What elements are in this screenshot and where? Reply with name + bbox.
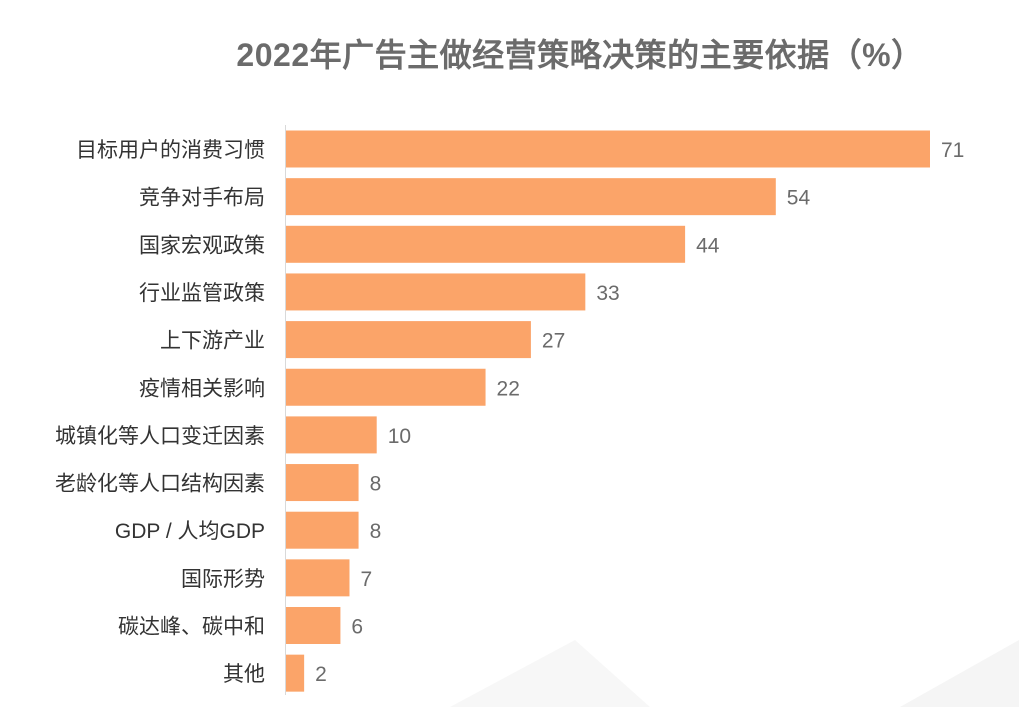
data-label: 71 <box>941 139 964 162</box>
bar <box>286 321 531 359</box>
data-label: 22 <box>497 377 520 400</box>
category-label: 国家宏观政策 <box>139 234 265 257</box>
bar <box>286 654 305 692</box>
bar <box>286 416 377 454</box>
data-label: 2 <box>315 663 327 686</box>
chart-title: 2022年广告主做经营策略决策的主要依据（%） <box>236 37 924 73</box>
category-label: 上下游产业 <box>160 330 265 353</box>
category-label: 国际形势 <box>181 568 265 591</box>
category-label: 疫情相关影响 <box>139 377 265 400</box>
data-label: 8 <box>370 520 382 543</box>
category-label: 老龄化等人口结构因素 <box>55 473 265 496</box>
category-label: 其他 <box>223 663 265 686</box>
category-label: 行业监管政策 <box>139 282 265 305</box>
data-label: 8 <box>370 473 382 496</box>
bar <box>286 225 686 263</box>
category-label: 竞争对手布局 <box>139 187 265 210</box>
bar <box>286 511 359 549</box>
category-label: GDP / 人均GDP <box>115 520 265 543</box>
data-label: 54 <box>787 187 811 210</box>
data-label: 7 <box>360 568 372 591</box>
bar <box>286 607 341 644</box>
data-label: 44 <box>696 234 720 257</box>
category-label: 城镇化等人口变迁因素 <box>55 425 265 448</box>
bar <box>286 464 359 502</box>
category-label: 目标用户的消费习惯 <box>76 139 265 162</box>
bar <box>286 559 350 597</box>
bar <box>286 130 930 168</box>
bar <box>286 368 486 406</box>
background-shape <box>450 640 650 707</box>
data-label: 33 <box>596 282 619 305</box>
data-label: 27 <box>542 330 565 353</box>
bar <box>286 273 586 311</box>
category-label: 碳达峰、碳中和 <box>118 616 265 639</box>
background-shape <box>900 640 1019 707</box>
bar <box>286 178 776 216</box>
data-label: 6 <box>351 616 363 639</box>
data-label: 10 <box>388 425 411 448</box>
